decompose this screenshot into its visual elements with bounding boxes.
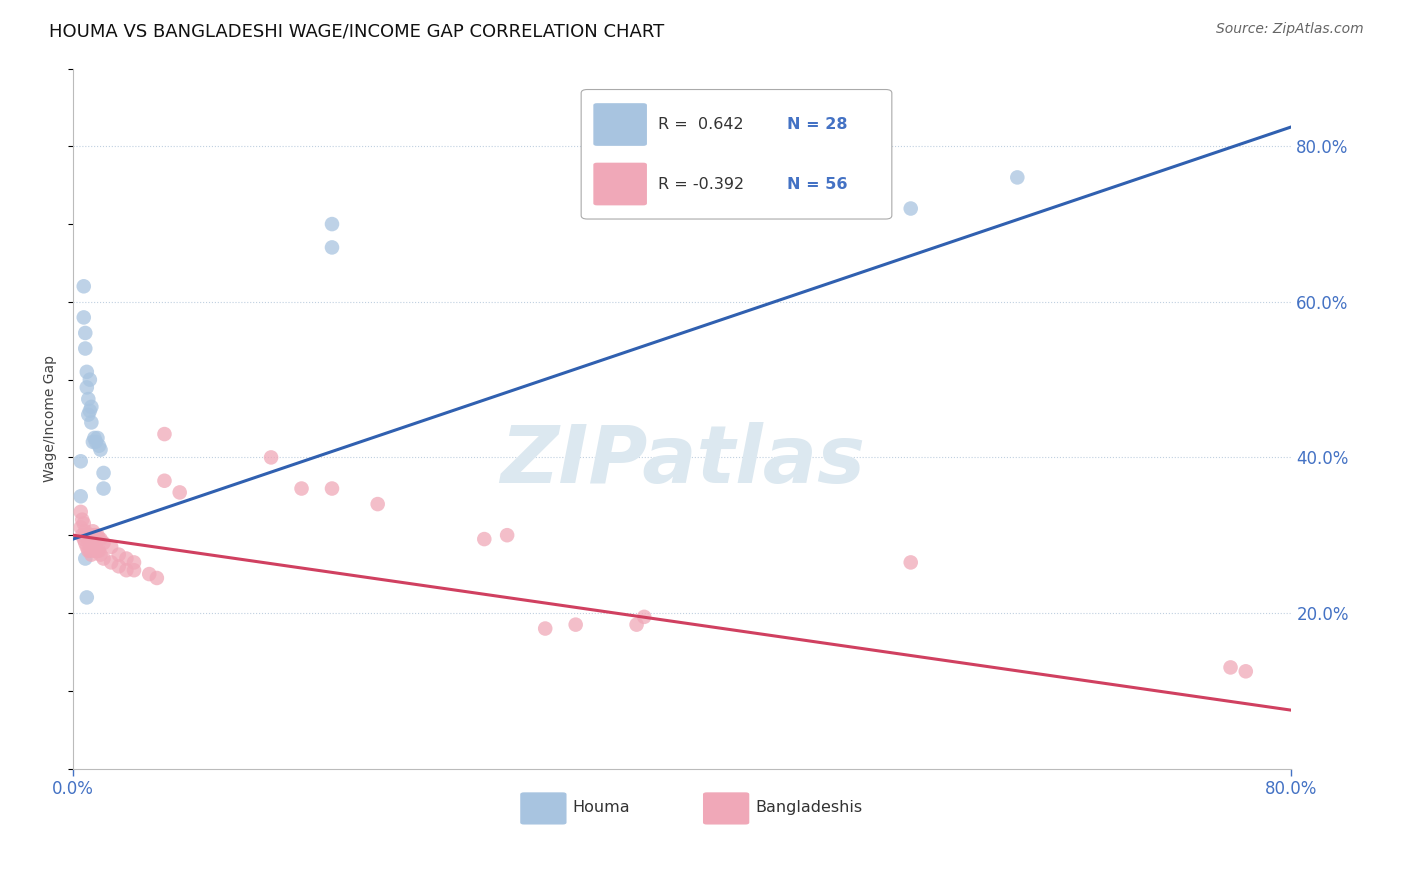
Point [100,540,122,554]
Point [86,543,108,558]
Point [84,543,107,558]
Point [75,342,97,356]
Point [367,497,389,511]
Point [70,513,93,527]
Text: R =  0.642: R = 0.642 [658,117,744,132]
Point [93,482,115,496]
Point [100,556,122,570]
Point [83,543,105,558]
Point [169,485,191,500]
Text: N = 56: N = 56 [787,177,848,192]
Point [534,622,557,636]
Point [321,217,343,231]
Point [115,563,138,577]
Point [73,532,96,546]
Point [75,536,97,550]
Point [79,528,101,542]
Point [1219,660,1241,674]
Point [472,532,495,546]
Point [82,434,104,449]
Point [321,482,343,496]
Point [80,416,103,430]
Point [87,543,110,558]
Point [77,392,100,406]
Point [76,528,98,542]
Point [80,400,103,414]
Point [122,556,145,570]
Point [87,439,110,453]
Point [80,528,103,542]
Text: HOUMA VS BANGLADESHI WAGE/INCOME GAP CORRELATION CHART: HOUMA VS BANGLADESHI WAGE/INCOME GAP COR… [49,22,665,40]
Point [633,610,655,624]
Point [77,543,100,558]
Point [138,567,160,582]
Point [75,326,97,340]
Point [153,427,176,442]
Point [75,551,97,566]
Y-axis label: Wage/Income Gap: Wage/Income Gap [44,355,58,482]
Point [89,548,111,562]
Point [76,365,98,379]
Point [84,434,107,449]
Point [89,532,111,546]
Point [93,536,115,550]
Point [107,548,129,562]
Point [69,454,91,468]
Point [1234,665,1257,679]
Point [86,528,108,542]
Point [87,532,110,546]
Point [82,540,104,554]
Point [69,520,91,534]
Point [900,556,922,570]
FancyBboxPatch shape [520,792,567,824]
Point [290,482,312,496]
Text: Source: ZipAtlas.com: Source: ZipAtlas.com [1216,22,1364,37]
Point [93,551,115,566]
Point [86,431,108,445]
Point [69,505,91,519]
Point [900,202,922,216]
FancyBboxPatch shape [581,89,891,219]
Point [107,559,129,574]
Point [82,524,104,539]
Point [321,240,343,254]
Point [79,373,101,387]
Point [79,403,101,417]
Point [496,528,519,542]
Point [146,571,169,585]
Point [73,516,96,531]
Point [83,528,105,542]
Point [1007,170,1029,185]
Point [76,591,98,605]
Text: ZIPatlas: ZIPatlas [499,422,865,500]
Point [122,563,145,577]
FancyBboxPatch shape [593,162,647,205]
Point [75,524,97,539]
Point [80,548,103,562]
Point [93,466,115,480]
Point [153,474,176,488]
FancyBboxPatch shape [703,792,749,824]
Text: Bangladeshis: Bangladeshis [755,799,862,814]
Text: R = -0.392: R = -0.392 [658,177,744,192]
Point [564,617,586,632]
Point [89,442,111,457]
FancyBboxPatch shape [593,103,647,146]
Point [73,310,96,325]
Point [626,617,648,632]
Point [83,431,105,445]
Point [115,551,138,566]
Point [76,540,98,554]
Text: Houma: Houma [572,799,630,814]
Point [79,543,101,558]
Point [73,279,96,293]
Point [77,408,100,422]
Point [84,528,107,542]
Point [76,380,98,394]
Point [69,489,91,503]
Point [70,528,93,542]
Point [77,532,100,546]
Text: N = 28: N = 28 [787,117,848,132]
Point [260,450,283,465]
